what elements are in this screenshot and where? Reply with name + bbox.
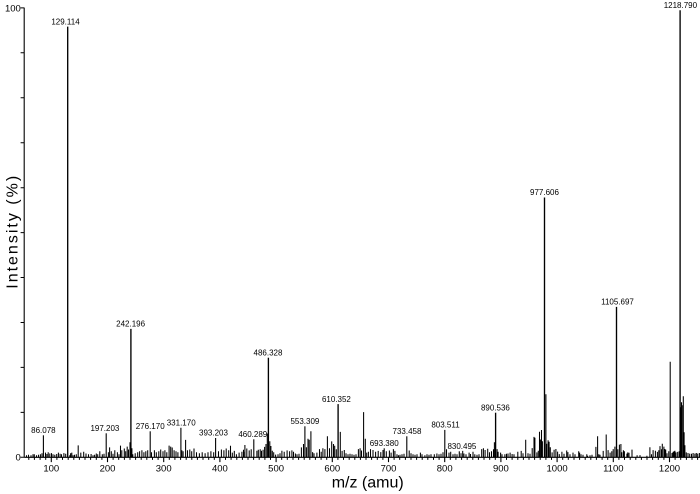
- svg-text:610.352: 610.352: [322, 395, 351, 404]
- svg-text:830.495: 830.495: [447, 442, 476, 451]
- svg-text:460.289: 460.289: [238, 430, 267, 439]
- svg-text:486.328: 486.328: [254, 348, 283, 357]
- svg-text:800: 800: [437, 464, 453, 475]
- svg-text:100: 100: [43, 464, 59, 475]
- svg-text:693.380: 693.380: [370, 439, 399, 448]
- svg-text:890.536: 890.536: [481, 403, 510, 412]
- svg-text:300: 300: [156, 464, 172, 475]
- svg-text:700: 700: [381, 464, 397, 475]
- svg-text:393.203: 393.203: [199, 429, 228, 438]
- svg-text:100: 100: [5, 4, 21, 15]
- svg-text:977.606: 977.606: [530, 188, 559, 197]
- svg-text:Intensity (%): Intensity (%): [5, 174, 22, 289]
- svg-text:0: 0: [16, 453, 21, 464]
- svg-text:331.170: 331.170: [167, 419, 196, 428]
- svg-text:86.078: 86.078: [31, 426, 56, 435]
- svg-text:500: 500: [268, 464, 284, 475]
- svg-text:129.114: 129.114: [51, 17, 80, 26]
- svg-text:1000: 1000: [547, 464, 568, 475]
- svg-text:242.196: 242.196: [116, 320, 145, 329]
- svg-text:197.203: 197.203: [90, 424, 119, 433]
- svg-text:200: 200: [100, 464, 116, 475]
- svg-text:1218.790: 1218.790: [664, 1, 698, 10]
- svg-text:803.511: 803.511: [431, 421, 460, 430]
- svg-text:276.170: 276.170: [136, 422, 165, 431]
- svg-text:1200: 1200: [659, 464, 680, 475]
- svg-text:900: 900: [493, 464, 509, 475]
- svg-text:600: 600: [324, 464, 340, 475]
- svg-text:1105.697: 1105.697: [601, 298, 634, 307]
- svg-text:400: 400: [212, 464, 228, 475]
- svg-text:m/z (amu): m/z (amu): [332, 474, 404, 491]
- svg-text:1100: 1100: [603, 464, 623, 475]
- svg-text:553.309: 553.309: [290, 417, 319, 426]
- svg-text:733.458: 733.458: [393, 427, 422, 436]
